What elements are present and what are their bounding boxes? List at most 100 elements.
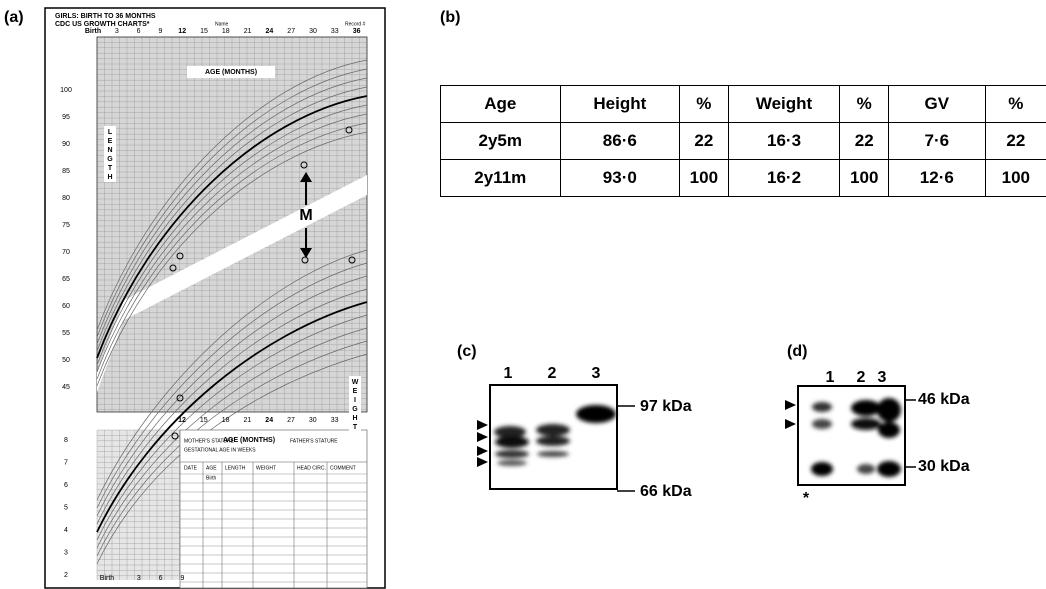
arrowhead xyxy=(477,432,488,442)
table-cell: 16·3 xyxy=(728,123,840,160)
cm-tick-label: 55 xyxy=(62,330,70,337)
kg-tick-label: 6 xyxy=(64,482,68,489)
age-label: 30 xyxy=(309,28,317,35)
age-label: 33 xyxy=(331,28,339,35)
age-label: 6 xyxy=(137,28,141,35)
asterisk: * xyxy=(803,490,810,507)
table-cell: 2y11m xyxy=(441,160,561,197)
arrowhead xyxy=(785,419,796,429)
cm-tick-label: 70 xyxy=(62,249,70,256)
age-label: 30 xyxy=(309,417,317,424)
table-cell: 2y5m xyxy=(441,123,561,160)
chart-subtitle: CDC US GROWTH CHARTS* xyxy=(55,21,150,28)
table-cell: Weight xyxy=(728,86,840,123)
table-cell: 22 xyxy=(985,123,1046,160)
form-field: FATHER'S STATURE xyxy=(290,438,338,444)
cm-tick-label: 45 xyxy=(62,384,70,391)
form-column: COMMENT xyxy=(330,465,356,471)
age-label: 12 xyxy=(178,28,186,35)
band xyxy=(495,436,529,448)
table-cell: 22 xyxy=(840,123,889,160)
cm-tick-label: 80 xyxy=(62,195,70,202)
table-cell: 16·2 xyxy=(728,160,840,197)
kg-tick-label: 8 xyxy=(64,437,68,444)
kg-tick-label: 7 xyxy=(64,459,68,466)
table-cell: 86·6 xyxy=(560,123,680,160)
marker-label: 66 kDa xyxy=(640,483,692,500)
lane-label: 1 xyxy=(826,369,835,386)
panel-label: (a) xyxy=(4,9,24,26)
age-label: 15 xyxy=(200,28,208,35)
table-cell: Height xyxy=(560,86,680,123)
cm-tick-label: 60 xyxy=(62,303,70,310)
table-cell: 100 xyxy=(840,160,889,197)
form-column: HEAD CIRC. xyxy=(297,465,326,471)
age-label: 12 xyxy=(178,417,186,424)
panel-label: (d) xyxy=(787,343,807,360)
form-column: AGE xyxy=(206,465,217,471)
kg-tick-label: 5 xyxy=(64,504,68,511)
table-cell: Age xyxy=(441,86,561,123)
age-label: 9 xyxy=(180,575,184,582)
age-label: 3 xyxy=(137,575,141,582)
age-label: 27 xyxy=(287,417,295,424)
age-label: Birth xyxy=(85,28,101,35)
panel-label: (c) xyxy=(457,343,477,360)
name-label: Name xyxy=(215,21,229,27)
form-field: MOTHER'S STATURE xyxy=(184,438,235,444)
cm-tick-label: 75 xyxy=(62,222,70,229)
age-label: 21 xyxy=(244,417,252,424)
age-label: Birth xyxy=(100,575,115,582)
cm-tick-label: 90 xyxy=(62,141,70,148)
form-column: LENGTH xyxy=(225,465,246,471)
table-cell: 100 xyxy=(985,160,1046,197)
marker-label: 46 kDa xyxy=(918,391,970,408)
lane-label: 1 xyxy=(504,365,513,382)
cm-tick-label: 50 xyxy=(62,357,70,364)
arrowhead xyxy=(477,446,488,456)
age-label: 18 xyxy=(222,417,230,424)
form-field: GESTATIONAL AGE IN WEEKS xyxy=(184,447,256,453)
lane-label: 2 xyxy=(548,365,557,382)
table-row: 2y5m86·62216·3227·622 xyxy=(441,123,1046,160)
panel-label: (b) xyxy=(440,9,460,26)
band xyxy=(536,424,570,436)
table-cell: % xyxy=(680,86,729,123)
table-cell: 7·6 xyxy=(889,123,986,160)
kg-tick-label: 2 xyxy=(64,572,68,579)
band xyxy=(812,402,832,412)
band xyxy=(495,450,529,458)
age-label: 27 xyxy=(287,28,295,35)
age-label: 33 xyxy=(331,417,339,424)
page: (a) (b) (c) (d) GIRLS: BIRTH TO 36 MONTHSCDC… xyxy=(0,0,1046,589)
weight-area xyxy=(97,430,180,580)
band xyxy=(576,405,616,423)
kg-tick-label: 4 xyxy=(64,527,68,534)
age-label: 3 xyxy=(115,28,119,35)
band xyxy=(851,418,881,430)
marker-label: 30 kDa xyxy=(918,458,970,475)
band xyxy=(497,460,527,466)
table-cell: 93·0 xyxy=(560,160,680,197)
table-body: AgeHeight%Weight%GV%2y5m86·62216·3227·62… xyxy=(441,86,1046,197)
cm-tick-label: 95 xyxy=(62,114,70,121)
band xyxy=(877,461,901,477)
form-row: Birth xyxy=(206,475,217,481)
age-label: 36 xyxy=(353,28,361,35)
age-label: 24 xyxy=(265,417,273,424)
cm-tick-label: 85 xyxy=(62,168,70,175)
chart-title: GIRLS: BIRTH TO 36 MONTHS xyxy=(55,13,156,20)
table-cell: % xyxy=(985,86,1046,123)
band xyxy=(878,422,900,438)
arrowhead xyxy=(785,400,796,410)
band xyxy=(537,451,569,457)
arrowhead xyxy=(477,457,488,467)
age-label: 21 xyxy=(244,28,252,35)
band xyxy=(812,419,832,429)
table-cell: 12·6 xyxy=(889,160,986,197)
form-box xyxy=(180,430,367,588)
age-label: 18 xyxy=(222,28,230,35)
table-cell: 100 xyxy=(680,160,729,197)
